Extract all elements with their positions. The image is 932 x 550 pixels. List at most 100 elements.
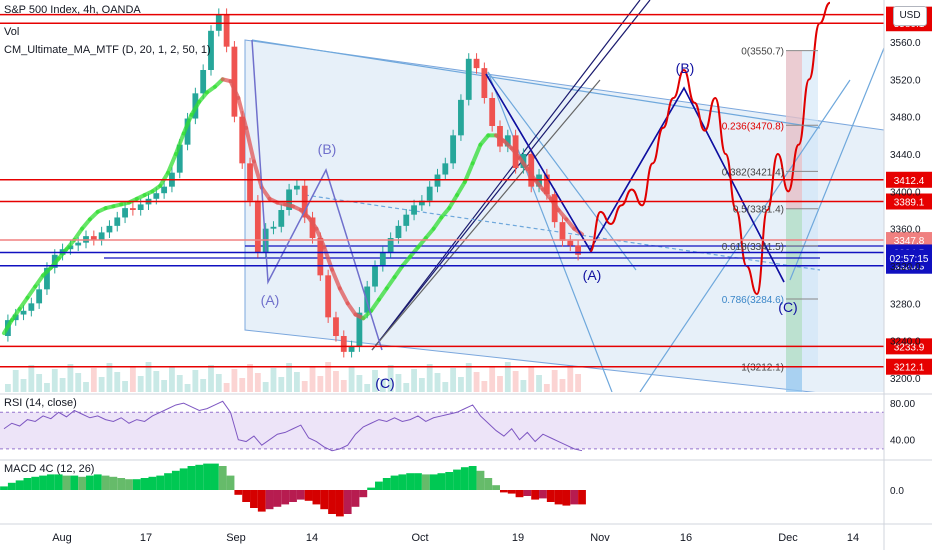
price-tick: 3320.0	[890, 262, 921, 273]
candle-body	[44, 267, 50, 290]
ma-segment	[478, 133, 491, 147]
countdown-tag	[886, 249, 932, 266]
macd-bar	[507, 490, 516, 494]
macd-bar	[359, 490, 368, 498]
volume-bar	[301, 381, 308, 392]
macd-bar	[46, 474, 55, 490]
level-tag-text: 3320.3	[894, 262, 925, 273]
ma-segment	[431, 215, 444, 231]
volume-bar	[176, 375, 183, 392]
ma-segment	[80, 217, 92, 231]
macd-bar	[265, 490, 274, 510]
candle-body	[536, 174, 542, 187]
price-tick: 3520.0	[890, 75, 921, 86]
ma-segment	[337, 286, 350, 306]
candle-body	[122, 208, 128, 218]
ma-segment	[345, 301, 358, 317]
macd-bar	[492, 485, 500, 490]
trend-line	[371, 0, 651, 351]
macd-bar	[31, 476, 40, 490]
fib-green-zone	[786, 208, 802, 367]
macd-bar	[125, 479, 133, 490]
macd-bar	[242, 490, 251, 502]
candle-body	[418, 200, 425, 206]
level-tag	[886, 171, 932, 188]
wave-label: (A)	[583, 267, 602, 283]
macd-bar	[250, 490, 258, 508]
ma-indicator-label: CM_Ultimate_MA_MTF (D, 20, 1, 2, 50, 1)	[4, 44, 211, 56]
candle-body	[434, 174, 441, 187]
macd-bar	[218, 466, 227, 490]
ma-segment	[181, 112, 194, 136]
ma-segment	[376, 286, 389, 302]
projection-path	[589, 1, 831, 296]
currency-button[interactable]: USD	[893, 6, 927, 26]
macd-bar	[257, 490, 266, 512]
ma-segment	[64, 237, 77, 252]
volume-bar	[559, 379, 566, 392]
ma-segment	[533, 178, 545, 192]
macd-bar	[132, 479, 141, 490]
macd-bar	[523, 490, 532, 496]
moving-average	[2, 77, 584, 336]
macd-bar	[296, 490, 305, 500]
volume-bar	[114, 372, 121, 392]
volume-bar	[426, 364, 433, 392]
candle-body	[395, 225, 402, 238]
price-tick: 3360.0	[890, 225, 921, 236]
macd-bar	[210, 463, 219, 490]
macd-bar	[382, 478, 391, 490]
ma-segment	[33, 273, 46, 289]
macd-bar	[335, 490, 344, 517]
volume-bar	[481, 381, 488, 392]
wave-zigzag-1	[251, 39, 383, 351]
macd-bar	[429, 474, 438, 490]
price-series	[5, 8, 581, 358]
macd-tick: 0.0	[890, 486, 904, 497]
macd-bar	[15, 480, 24, 490]
level-tag-text: 3412.4	[894, 176, 925, 187]
macd-bar	[398, 474, 407, 490]
macd-bar	[476, 470, 485, 490]
candle-body	[442, 163, 449, 175]
drawings-layer	[104, 0, 884, 392]
macd-bar	[289, 490, 297, 502]
macd-bar	[499, 490, 508, 493]
price-tick: 3200.0	[890, 374, 921, 385]
macd-bar	[515, 490, 524, 498]
macd-bar	[93, 474, 102, 490]
ma-segment	[330, 267, 342, 291]
volume-bar	[106, 363, 113, 392]
candle-body	[254, 200, 261, 252]
macd-bar	[328, 490, 336, 514]
volume-bar	[98, 377, 105, 392]
macd-label: MACD 4C (12, 26)	[4, 463, 94, 475]
volume-bar	[137, 376, 144, 392]
level-tag-text: 3233.9	[894, 342, 925, 353]
chart-title: S&P 500 Index, 4h, OANDA	[4, 4, 141, 16]
volume-bar	[442, 382, 449, 392]
volume-bar	[122, 381, 128, 392]
trend-line	[789, 47, 884, 281]
ma-segment	[17, 295, 30, 311]
volume-bar	[184, 384, 191, 392]
macd-bar	[140, 478, 149, 490]
volume-bar	[458, 377, 464, 392]
level-tag	[886, 232, 932, 249]
macd-bar	[437, 473, 446, 490]
fib-label: 0.786(3284.6)	[722, 295, 784, 306]
candle-body	[208, 30, 214, 70]
fib-label: 0.382(3421.4)	[722, 167, 784, 178]
ma-segment	[189, 99, 202, 117]
macd-bar	[0, 486, 8, 490]
ma-segment	[25, 284, 38, 300]
candle-body	[481, 68, 488, 98]
candle-body	[450, 135, 457, 164]
macd-bar	[171, 470, 180, 490]
macd-bar	[101, 475, 110, 490]
fib-label: 0.236(3470.8)	[722, 121, 784, 132]
ma-segment	[564, 217, 577, 231]
volume-bar	[12, 370, 19, 392]
